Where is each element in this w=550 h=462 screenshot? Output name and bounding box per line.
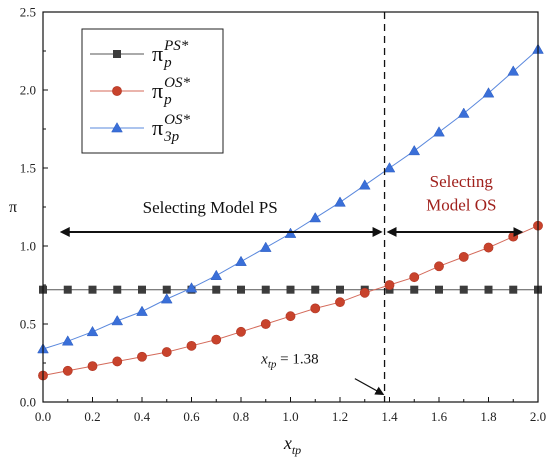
data-point-os_3p	[309, 212, 322, 223]
region-label-ps: Selecting Model PS	[143, 198, 278, 217]
data-point-os_p	[409, 272, 420, 283]
data-point-os_p	[236, 326, 246, 337]
data-point-os_p	[137, 351, 147, 362]
x-tick-label: 1.6	[431, 409, 448, 424]
data-point-os_3p	[86, 325, 99, 337]
x-axis-label: xtp	[283, 433, 301, 457]
data-point-ps	[237, 285, 245, 294]
data-point-os_3p	[160, 293, 173, 304]
data-point-ps	[410, 285, 419, 294]
x-tick-label: 1.0	[282, 409, 298, 424]
data-point-os_3p	[457, 107, 470, 118]
legend-marker-os_3p	[111, 122, 123, 133]
data-point-os_p	[62, 365, 73, 376]
data-point-os_3p	[259, 241, 272, 252]
data-point-os_3p	[408, 144, 421, 156]
x-tick-label: 0.8	[233, 409, 249, 424]
y-tick-label: 1.5	[20, 161, 36, 176]
data-point-os_p	[384, 280, 395, 290]
legend-label-os_3p: π3pOS*	[152, 112, 190, 145]
data-point-os_p	[260, 319, 271, 329]
data-point-os_3p	[358, 179, 371, 190]
x-tick-label: 0.2	[84, 409, 100, 424]
data-point-ps	[212, 285, 221, 294]
annotation-layer: Selecting Model PS Selecting Model OS xtp =…	[59, 12, 524, 402]
data-point-ps	[88, 285, 97, 294]
x-tick-label: 2.0	[530, 409, 546, 424]
data-point-ps	[311, 285, 320, 294]
data-point-os_p	[335, 297, 345, 308]
threshold-label: xtp = 1.38	[260, 351, 318, 370]
x-tick-label: 1.4	[381, 409, 398, 424]
data-point-os_p	[458, 252, 469, 262]
data-point-os_p	[508, 231, 519, 242]
data-point-os_p	[186, 340, 197, 351]
data-point-os_3p	[61, 335, 74, 346]
data-point-ps	[261, 285, 270, 294]
data-point-ps	[286, 285, 295, 294]
region-label-os-line1: Selecting	[430, 172, 494, 191]
data-point-os_3p	[433, 126, 445, 137]
data-point-ps	[509, 285, 518, 294]
data-point-os_3p	[136, 305, 148, 316]
legend: πpPS* πpOS* π3pOS*	[81, 28, 224, 154]
data-point-os_p	[161, 347, 172, 357]
threshold-pointer	[354, 378, 385, 395]
y-tick-label: 2.5	[20, 5, 36, 20]
data-point-ps	[113, 285, 122, 294]
y-tick-label: 2.0	[20, 83, 36, 98]
data-point-ps	[484, 285, 493, 294]
x-tick-label: 0.4	[134, 409, 151, 424]
data-point-ps	[336, 285, 344, 294]
data-point-os_3p	[185, 282, 198, 293]
region-label-os-line2: Model OS	[426, 195, 496, 214]
data-point-os_3p	[334, 196, 346, 207]
data-point-ps	[435, 285, 443, 294]
data-point-ps	[459, 285, 468, 294]
data-point-os_p	[285, 311, 296, 322]
legend-marker-os_p	[112, 86, 122, 96]
data-point-os_p	[483, 242, 494, 253]
series-layer	[37, 43, 544, 381]
data-point-os_p	[211, 334, 222, 345]
x-tick-label: 1.2	[332, 409, 348, 424]
data-point-os_3p	[482, 87, 495, 98]
y-tick-label: 1.0	[20, 239, 36, 254]
legend-marker-ps	[113, 50, 121, 58]
x-tick-label: 0.6	[183, 409, 200, 424]
data-point-ps	[162, 285, 171, 294]
data-point-os_3p	[111, 314, 124, 326]
data-point-ps	[138, 285, 146, 294]
data-point-ps	[63, 285, 72, 294]
data-point-os_p	[359, 287, 370, 298]
data-point-os_p	[87, 361, 98, 372]
y-tick-label: 0.0	[20, 395, 36, 410]
data-point-os_3p	[235, 255, 247, 266]
y-axis-label: π	[9, 199, 17, 216]
y-tick-label: 0.5	[20, 317, 36, 332]
data-point-os_p	[310, 303, 321, 314]
data-point-os_3p	[507, 65, 520, 76]
legend-label-ps: πpPS*	[152, 38, 189, 71]
legend-label-os_p: πpOS*	[152, 75, 190, 108]
data-point-os_p	[434, 261, 444, 272]
data-point-os_3p	[383, 162, 396, 173]
data-point-os_3p	[210, 269, 223, 280]
x-tick-label: 0.0	[35, 409, 51, 424]
axes: 0.0 0.2 0.4 0.6 0.8 1.0 1.2 1.4 1.6 1.8 2.0 0.0 0.5 1…	[9, 5, 546, 458]
data-point-os_p	[112, 356, 123, 367]
x-tick-label: 1.8	[480, 409, 496, 424]
